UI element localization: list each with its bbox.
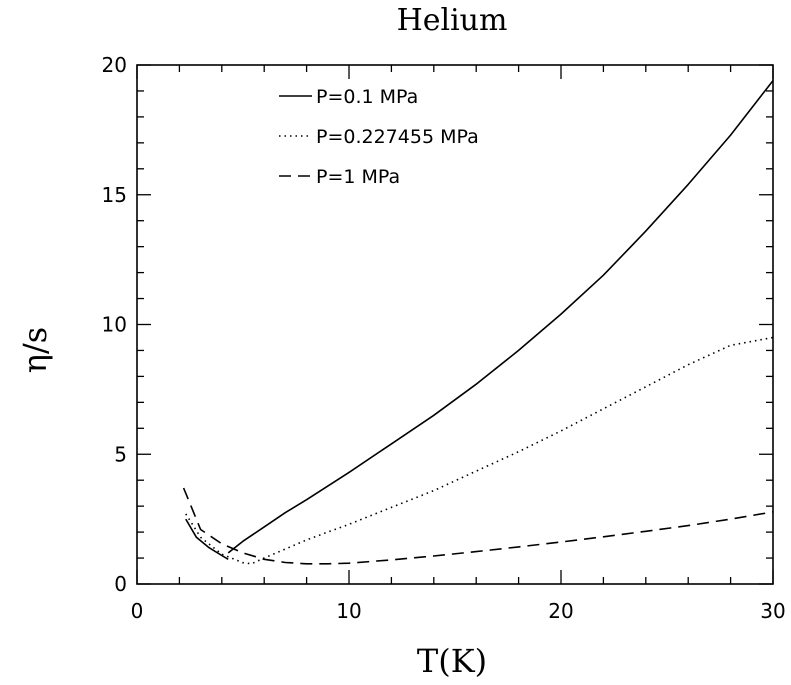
y-tick-label: 10	[102, 313, 127, 337]
x-axis-label: T(K)	[417, 642, 487, 680]
x-tick-label: 10	[336, 599, 361, 623]
chart-title: Helium	[397, 3, 508, 38]
y-tick-label: 5	[114, 442, 127, 466]
legend-label-2: P=0.227455 MPa	[316, 126, 479, 148]
y-tick-label: 20	[102, 53, 127, 77]
axis-ticks	[136, 64, 774, 585]
x-tick-label: 20	[548, 599, 573, 623]
legend-label-1: P=0.1 MPa	[316, 86, 418, 108]
series-lines	[182, 80, 774, 565]
legend: P=0.1 MPa P=0.227455 MPa P=1 MPa	[279, 86, 479, 188]
y-tick-label: 15	[102, 183, 127, 207]
series-line-1	[227, 80, 774, 554]
series-line-2	[185, 336, 774, 565]
tick-labels: 0 10 20 30 0 5 10 15 20	[102, 53, 786, 623]
y-tick-label: 0	[114, 572, 127, 596]
x-tick-label: 0	[131, 599, 144, 623]
series-line-1	[185, 518, 229, 560]
legend-label-3: P=1 MPa	[316, 166, 400, 188]
y-axis-label: η/s	[16, 327, 54, 373]
series-line-3	[182, 487, 774, 565]
x-tick-label: 30	[760, 599, 785, 623]
